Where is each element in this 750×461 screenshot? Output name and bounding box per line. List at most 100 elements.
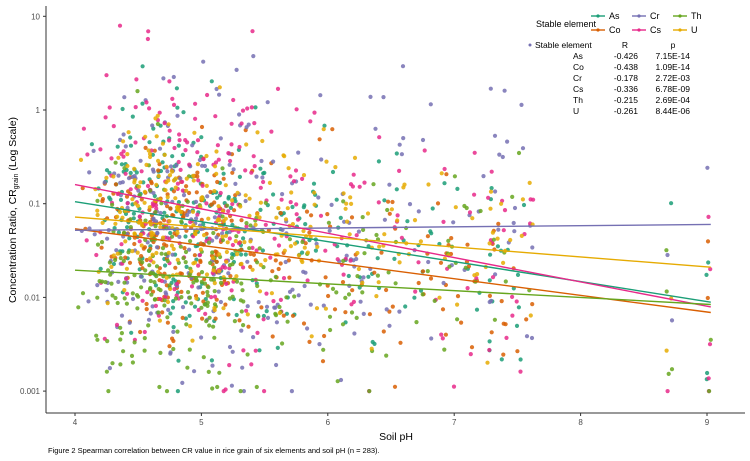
- data-point-cs: [243, 168, 248, 173]
- data-point-as: [495, 244, 500, 249]
- data-point-cr: [296, 150, 301, 155]
- legend-entry-th[interactable]: Th: [673, 11, 702, 21]
- data-point-cs: [276, 243, 282, 248]
- data-point-co: [286, 258, 291, 263]
- data-point-co: [246, 324, 251, 329]
- data-point-cs: [271, 299, 276, 304]
- data-point-u: [238, 204, 243, 209]
- data-point-co: [290, 313, 296, 318]
- data-point-cr: [305, 326, 310, 331]
- data-point-as: [275, 345, 280, 350]
- data-point-as: [260, 248, 265, 253]
- data-point-co: [171, 189, 177, 194]
- legend-entry-as[interactable]: As: [591, 11, 620, 21]
- data-point-as: [669, 201, 674, 206]
- data-point-cs: [230, 201, 235, 207]
- data-point-co: [489, 330, 494, 335]
- data-point-cs: [94, 252, 99, 258]
- data-point-th: [245, 352, 250, 357]
- data-point-th: [254, 384, 259, 390]
- data-point-as: [706, 260, 711, 265]
- data-point-th: [186, 290, 191, 295]
- data-point-cr: [86, 299, 91, 304]
- data-point-cr: [256, 300, 261, 305]
- data-point-as: [338, 215, 343, 220]
- data-point-co: [387, 211, 392, 216]
- data-point-cs: [707, 342, 713, 347]
- data-point-as: [514, 323, 520, 328]
- data-point-th: [285, 319, 290, 324]
- data-point-co: [170, 336, 175, 341]
- data-point-as: [403, 304, 408, 309]
- data-point-cs: [249, 170, 254, 175]
- data-point-th: [442, 347, 447, 352]
- data-point-as: [125, 225, 130, 230]
- legend-entry-co[interactable]: Co: [591, 25, 621, 35]
- data-point-cs: [249, 105, 254, 110]
- data-point-co: [330, 127, 335, 132]
- data-point-as: [488, 252, 493, 257]
- data-point-u: [149, 230, 154, 235]
- data-point-u: [347, 232, 352, 237]
- data-point-cs: [124, 276, 129, 281]
- data-point-as: [134, 170, 139, 175]
- data-point-th: [199, 270, 205, 275]
- data-point-u: [488, 206, 493, 211]
- data-point-u: [221, 219, 226, 224]
- data-point-th: [108, 272, 113, 277]
- data-point-th: [447, 264, 452, 269]
- legend-entry-cr[interactable]: Cr: [632, 11, 660, 21]
- data-point-cr: [321, 303, 326, 308]
- data-point-u: [453, 205, 458, 210]
- data-point-cs: [341, 272, 346, 277]
- data-point-th: [152, 280, 157, 285]
- data-point-co: [180, 315, 185, 320]
- data-point-u: [202, 233, 207, 238]
- data-point-as: [394, 187, 399, 192]
- legend-entry-cs[interactable]: Cs: [632, 25, 661, 35]
- data-point-th: [220, 214, 225, 219]
- data-point-as: [313, 248, 318, 253]
- data-point-cr: [168, 164, 174, 169]
- data-point-u: [495, 236, 500, 241]
- data-point-u: [142, 189, 147, 194]
- data-point-u: [210, 256, 216, 261]
- data-point-th: [371, 182, 376, 187]
- legend-entry-u[interactable]: U: [673, 25, 698, 35]
- data-point-as: [131, 211, 136, 216]
- data-point-cs: [172, 145, 177, 151]
- data-point-cr: [171, 74, 176, 80]
- data-point-u: [115, 251, 120, 256]
- data-point-th: [248, 223, 253, 228]
- trend-layer: [74, 183, 711, 314]
- data-point-cs: [147, 106, 152, 111]
- trend-line-th: [74, 269, 711, 306]
- data-point-cr: [92, 232, 97, 237]
- data-point-th: [218, 280, 224, 285]
- data-point-co: [200, 316, 205, 321]
- data-point-th: [143, 268, 148, 273]
- data-point-u: [125, 152, 130, 157]
- data-point-u: [501, 260, 506, 265]
- data-point-cr: [151, 216, 156, 221]
- data-point-cs: [158, 296, 163, 302]
- data-point-co: [248, 251, 253, 257]
- data-point-u: [283, 217, 289, 222]
- data-point-co: [143, 145, 148, 150]
- data-point-u: [163, 188, 168, 193]
- data-point-cr: [397, 309, 402, 314]
- data-point-u: [314, 306, 320, 311]
- data-point-cr: [241, 389, 246, 394]
- data-point-th: [239, 309, 244, 314]
- data-point-cr: [260, 175, 265, 180]
- data-point-as: [181, 110, 186, 115]
- data-point-co: [416, 280, 421, 286]
- data-point-u: [239, 261, 244, 266]
- data-point-u: [212, 281, 217, 286]
- data-point-cs: [215, 143, 220, 148]
- data-point-cr: [327, 228, 332, 233]
- data-point-u: [235, 190, 240, 195]
- data-point-as: [183, 300, 188, 305]
- data-point-u: [150, 252, 155, 257]
- data-point-cs: [251, 154, 256, 159]
